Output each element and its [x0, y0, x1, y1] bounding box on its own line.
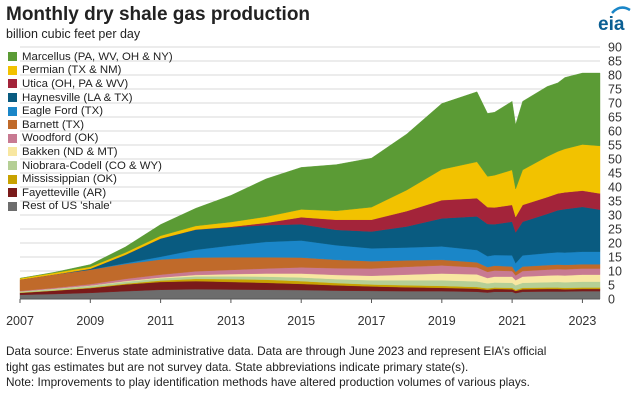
y-tick-label: 55 — [608, 139, 622, 153]
legend-item: Woodford (OK) — [8, 132, 173, 146]
logo-text: eia — [598, 14, 625, 35]
source-line-2: tight gas estimates but are not survey d… — [6, 359, 469, 374]
x-tick-label: 2017 — [358, 314, 386, 328]
legend-swatch — [8, 147, 17, 157]
y-tick-label: 70 — [608, 97, 622, 111]
legend-swatch — [8, 188, 17, 198]
legend-item: Marcellus (PA, WV, OH & NY) — [8, 50, 173, 64]
legend-swatch — [8, 120, 17, 130]
y-tick-label: 50 — [608, 153, 622, 167]
legend-label: Barnett (TX) — [22, 118, 85, 131]
legend-label: Woodford (OK) — [22, 132, 99, 145]
x-tick-label: 2007 — [6, 314, 34, 328]
x-tick-label: 2011 — [147, 314, 174, 328]
chart-legend: Marcellus (PA, WV, OH & NY) Permian (TX &… — [8, 50, 173, 213]
legend-swatch — [8, 93, 17, 103]
legend-item: Mississippian (OK) — [8, 172, 173, 186]
legend-item: Niobrara-Codell (CO & WY) — [8, 159, 173, 173]
y-tick-label: 0 — [608, 293, 615, 307]
legend-label: Haynesville (LA & TX) — [22, 91, 133, 104]
y-tick-label: 60 — [608, 125, 622, 139]
legend-item: Fayetteville (AR) — [8, 186, 173, 200]
legend-label: Bakken (ND & MT) — [22, 145, 118, 158]
legend-item: Eagle Ford (TX) — [8, 104, 173, 118]
legend-swatch — [8, 106, 17, 116]
y-tick-label: 85 — [608, 55, 622, 69]
y-tick-label: 30 — [608, 209, 622, 223]
legend-item: Haynesville (LA & TX) — [8, 91, 173, 105]
x-tick-label: 2015 — [287, 314, 315, 328]
legend-label: Niobrara-Codell (CO & WY) — [22, 159, 162, 172]
y-tick-label: 15 — [608, 251, 622, 265]
legend-item: Barnett (TX) — [8, 118, 173, 132]
legend-label: Eagle Ford (TX) — [22, 105, 104, 118]
legend-swatch — [8, 52, 17, 62]
source-line-3: Note: Improvements to play identificatio… — [6, 375, 530, 389]
chart-title: Monthly dry shale gas production — [6, 4, 311, 25]
legend-swatch — [8, 161, 17, 171]
legend-swatch — [8, 79, 17, 89]
y-tick-label: 5 — [608, 279, 615, 293]
x-tick-label: 2023 — [569, 314, 597, 328]
y-tick-label: 80 — [608, 69, 622, 83]
y-tick-label: 40 — [608, 181, 622, 195]
legend-item: Rest of US 'shale' — [8, 200, 173, 214]
logo-swoosh-icon — [611, 6, 631, 14]
legend-swatch — [8, 133, 17, 143]
source-note: Data source: Enverus state administrativ… — [6, 344, 636, 391]
legend-label: Fayetteville (AR) — [22, 186, 107, 199]
legend-item: Permian (TX & NM) — [8, 64, 173, 78]
eia-logo: eia — [598, 6, 632, 36]
y-tick-label: 20 — [608, 237, 622, 251]
chart-subtitle: billion cubic feet per day — [6, 27, 141, 41]
y-tick-label: 75 — [608, 83, 622, 97]
y-tick-label: 35 — [608, 195, 622, 209]
legend-label: Marcellus (PA, WV, OH & NY) — [22, 50, 173, 63]
y-tick-label: 25 — [608, 223, 622, 237]
source-line-1: Data source: Enverus state administrativ… — [6, 344, 547, 358]
legend-label: Utica (OH, PA & WV) — [22, 77, 129, 90]
legend-swatch — [8, 174, 17, 184]
y-tick-label: 65 — [608, 111, 622, 125]
legend-swatch — [8, 201, 17, 211]
legend-label: Mississippian (OK) — [22, 173, 117, 186]
x-tick-label: 2013 — [217, 314, 245, 328]
legend-label: Permian (TX & NM) — [22, 64, 122, 77]
legend-swatch — [8, 65, 17, 75]
y-tick-label: 90 — [608, 41, 622, 55]
x-tick-label: 2009 — [76, 314, 104, 328]
legend-item: Bakken (ND & MT) — [8, 145, 173, 159]
x-tick-label: 2019 — [428, 314, 456, 328]
area-marcellus-pa-wv-oh-ny — [19, 72, 601, 279]
y-tick-label: 45 — [608, 167, 622, 181]
legend-item: Utica (OH, PA & WV) — [8, 77, 173, 91]
x-tick-label: 2021 — [498, 314, 526, 328]
legend-label: Rest of US 'shale' — [22, 200, 112, 213]
y-tick-label: 10 — [608, 265, 622, 279]
